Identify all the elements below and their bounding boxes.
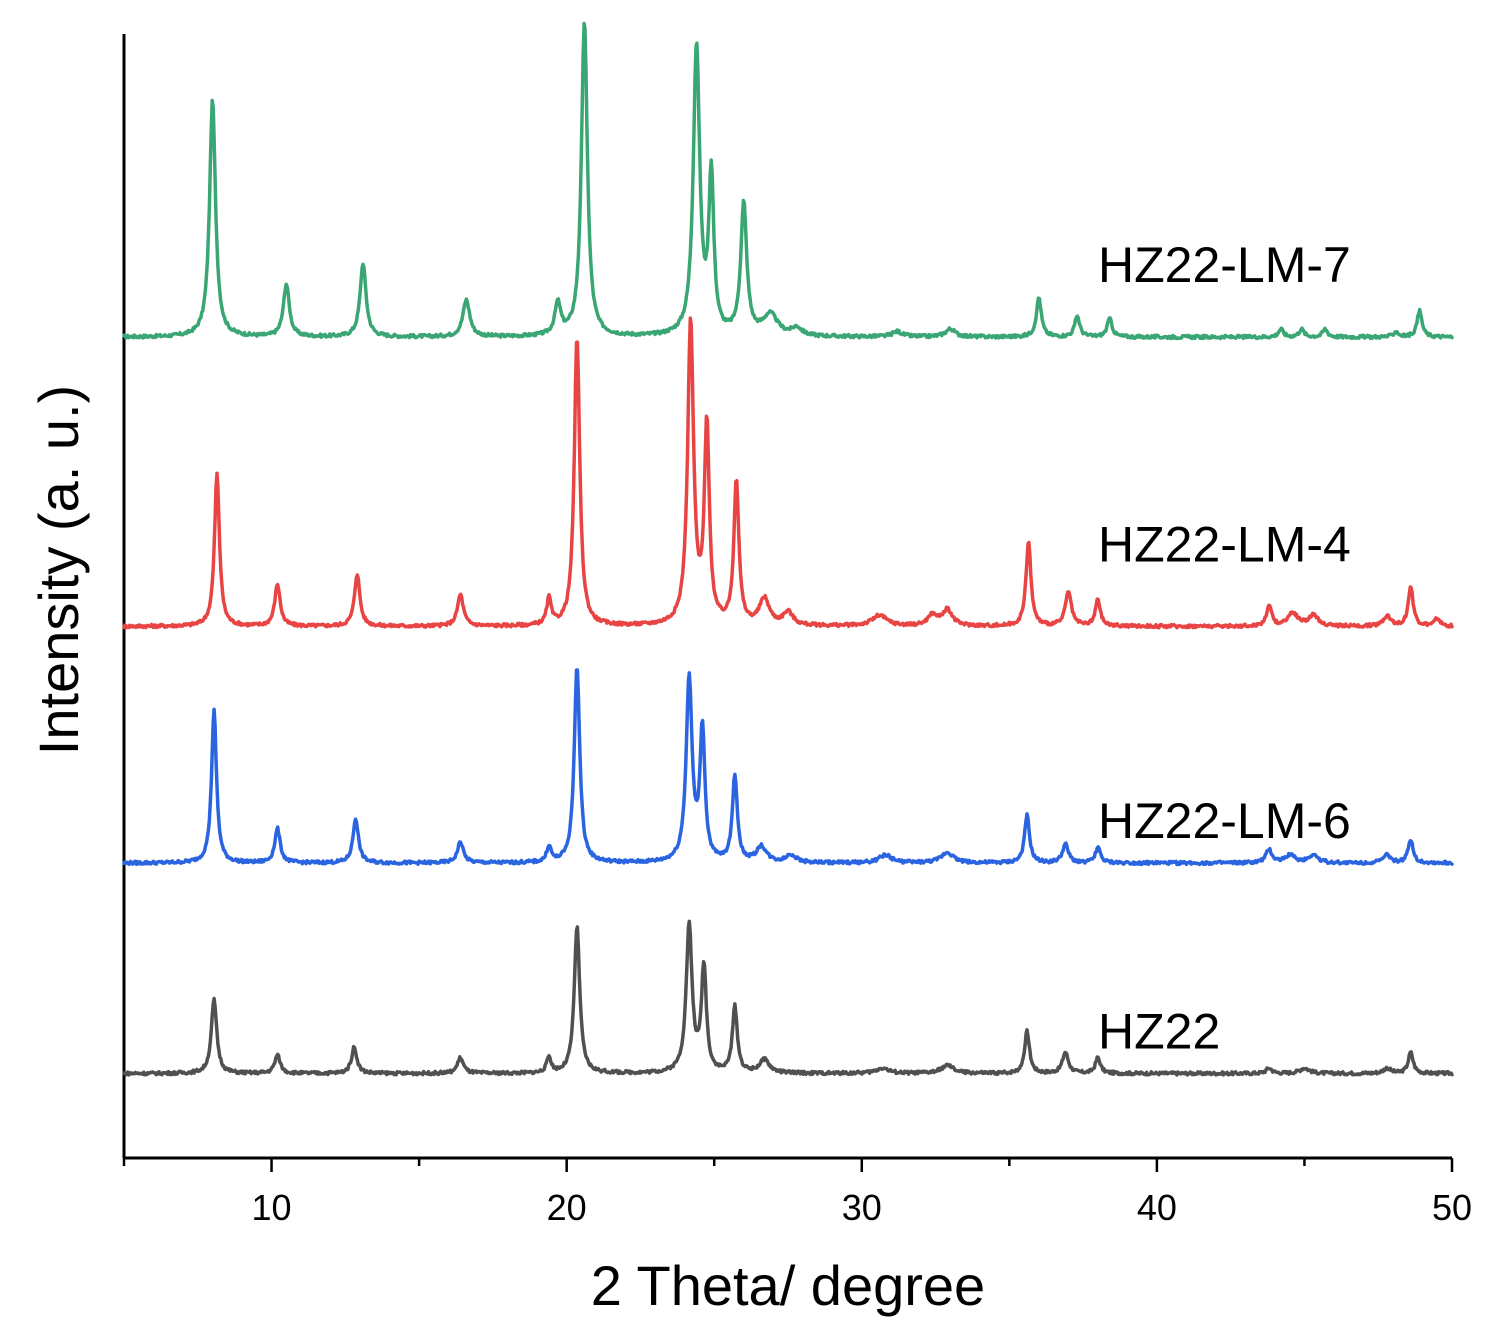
y-axis-title: Intensity (a. u.) bbox=[27, 385, 90, 755]
x-tick-label: 50 bbox=[1432, 1187, 1472, 1228]
x-tick-label: 30 bbox=[842, 1187, 882, 1228]
series-label: HZ22-LM-7 bbox=[1098, 237, 1351, 293]
x-tick-label: 10 bbox=[252, 1187, 292, 1228]
series-line-hz22 bbox=[122, 919, 1454, 1077]
series-line-hz22-lm-7 bbox=[122, 21, 1454, 341]
series-line-hz22-lm-4 bbox=[122, 316, 1454, 630]
series-label: HZ22 bbox=[1098, 1004, 1220, 1060]
series-labels: HZ22-LM-7 HZ22-LM-4 HZ22-LM-6 HZ22 bbox=[1098, 237, 1351, 1059]
series-label: HZ22-LM-6 bbox=[1098, 793, 1351, 849]
axes bbox=[122, 34, 1452, 1160]
x-ticks: 10 20 30 40 50 bbox=[122, 1158, 1472, 1228]
series-traces bbox=[122, 21, 1454, 1077]
series-label: HZ22-LM-4 bbox=[1098, 516, 1351, 572]
x-axis-title: 2 Theta/ degree bbox=[591, 1254, 985, 1317]
series-line-hz22-lm-6 bbox=[122, 668, 1454, 867]
x-tick-label: 40 bbox=[1137, 1187, 1177, 1228]
x-tick-label: 20 bbox=[547, 1187, 587, 1228]
